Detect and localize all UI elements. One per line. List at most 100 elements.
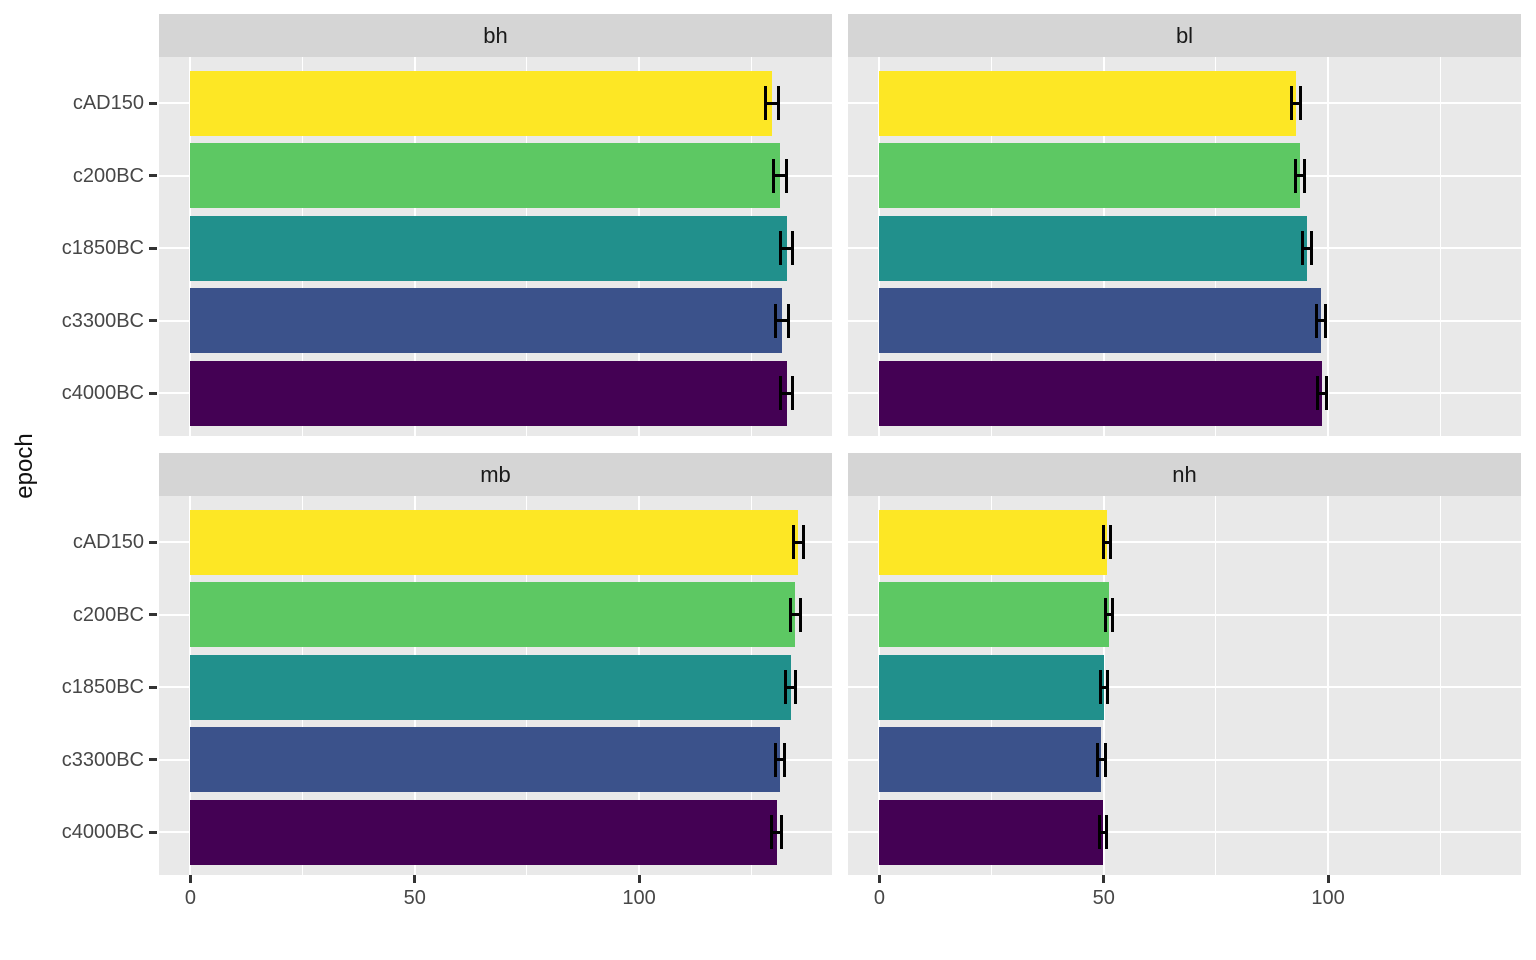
x-tick-label: 50 [1092,887,1115,909]
gridline-h-major [848,541,1521,543]
error-bar-cap-upper [1105,815,1109,849]
facet-strip-bl: bl [848,14,1521,57]
bar-cAD150 [190,509,799,575]
bar-c4000BC [879,360,1322,426]
gridline-v-major [1327,57,1330,436]
bar-cAD150 [879,70,1297,136]
error-bar-line [765,101,779,105]
x-axis-tick [188,875,192,883]
facet-panel-bh [159,57,832,436]
gridline-v-minor [1439,57,1441,436]
x-tick-label: 100 [622,887,656,909]
error-bar-cap-upper [794,670,798,704]
y-axis-tick [149,685,157,689]
x-axis-tick [637,875,641,883]
y-tick-label: c3300BC [61,309,144,332]
error-bar-line [780,246,793,250]
error-bar-cap-upper [801,525,805,559]
x-tick-label: 0 [184,887,196,909]
y-tick-label: c3300BC [61,748,144,771]
bar-c4000BC [879,799,1104,865]
facet-panel-nh [848,496,1521,875]
y-tick-label: c1850BC [61,237,144,259]
error-bar-line [1100,685,1108,689]
bar-c200BC [190,143,780,208]
bar-c200BC [879,582,1110,647]
x-tick-label: 50 [403,887,426,909]
error-bar-cap-upper [783,742,787,777]
bar-c1850BC [879,215,1308,281]
error-bar-line [771,830,782,834]
bar-c1850BC [879,654,1105,720]
error-bar-cap-upper [1111,597,1115,632]
error-bar-line [1097,758,1106,761]
strip-label: bl [1175,22,1194,48]
y-tick-label: c200BC [72,603,144,626]
gridline-v-minor [1439,496,1441,875]
y-axis-tick [149,319,157,322]
y-axis-tick [149,391,157,395]
error-bar-cap-upper [798,597,802,632]
x-axis-tick [1326,875,1330,883]
gridline-h-major [848,831,1521,833]
error-bar-line [780,391,793,395]
error-bar-cap-upper [1299,86,1303,120]
y-tick-label: c1850BC [61,676,144,698]
facet-strip-mb: mb [159,453,832,496]
error-bar-line [1316,319,1326,322]
facet-strip-bh: bh [159,14,832,57]
error-bar-line [1295,174,1305,177]
error-bar-line [790,613,801,616]
error-bar-cap-upper [791,376,795,410]
error-bar-line [1302,246,1312,250]
error-bar-cap-upper [1109,525,1113,559]
y-axis-tick [149,101,157,105]
error-bar-line [1105,613,1113,616]
error-bar-line [773,174,787,177]
strip-label: mb [480,461,511,487]
error-bar-cap-upper [1103,742,1107,777]
y-axis-tick [149,174,157,177]
y-tick-label: c4000BC [61,382,144,404]
error-bar-line [1099,830,1107,834]
error-bar-cap-upper [1106,670,1110,704]
error-bar-cap-upper [791,231,795,265]
bar-c3300BC [879,727,1102,792]
bar-c4000BC [190,360,787,426]
bar-c3300BC [879,288,1321,353]
gridline-h-major [848,686,1521,688]
x-tick-label: 0 [873,887,885,909]
error-bar-cap-upper [1323,303,1327,338]
gridline-h-major [848,758,1521,761]
x-tick-label: 100 [1311,887,1345,909]
bar-cAD150 [879,509,1108,575]
error-bar-line [1317,391,1327,395]
bar-c200BC [190,582,796,647]
bar-c3300BC [190,727,780,792]
bar-c1850BC [190,215,787,281]
facet-strip-nh: nh [848,453,1521,496]
error-bar-cap-upper [1310,231,1314,265]
error-bar-cap-upper [780,815,784,849]
gridline-h-major [848,613,1521,616]
error-bar-line [785,685,796,689]
x-axis-tick [413,875,417,883]
y-axis-title: epoch [11,433,38,499]
error-bar-cap-upper [784,158,788,193]
error-bar-cap-upper [1303,158,1307,193]
y-axis-tick [149,830,157,834]
strip-label: nh [1172,461,1197,487]
error-bar-line [793,540,804,544]
y-axis-tick [149,613,157,616]
y-axis-tick [149,540,157,544]
facet-panel-mb [159,496,832,875]
bar-c3300BC [190,288,783,353]
y-axis-tick [149,758,157,761]
y-tick-label: c4000BC [61,821,144,843]
gridline-v-major [1327,496,1330,875]
error-bar-cap-upper [786,303,790,338]
error-bar-line [1291,101,1301,105]
gridline-v-minor [1215,496,1217,875]
bar-c200BC [879,143,1301,208]
